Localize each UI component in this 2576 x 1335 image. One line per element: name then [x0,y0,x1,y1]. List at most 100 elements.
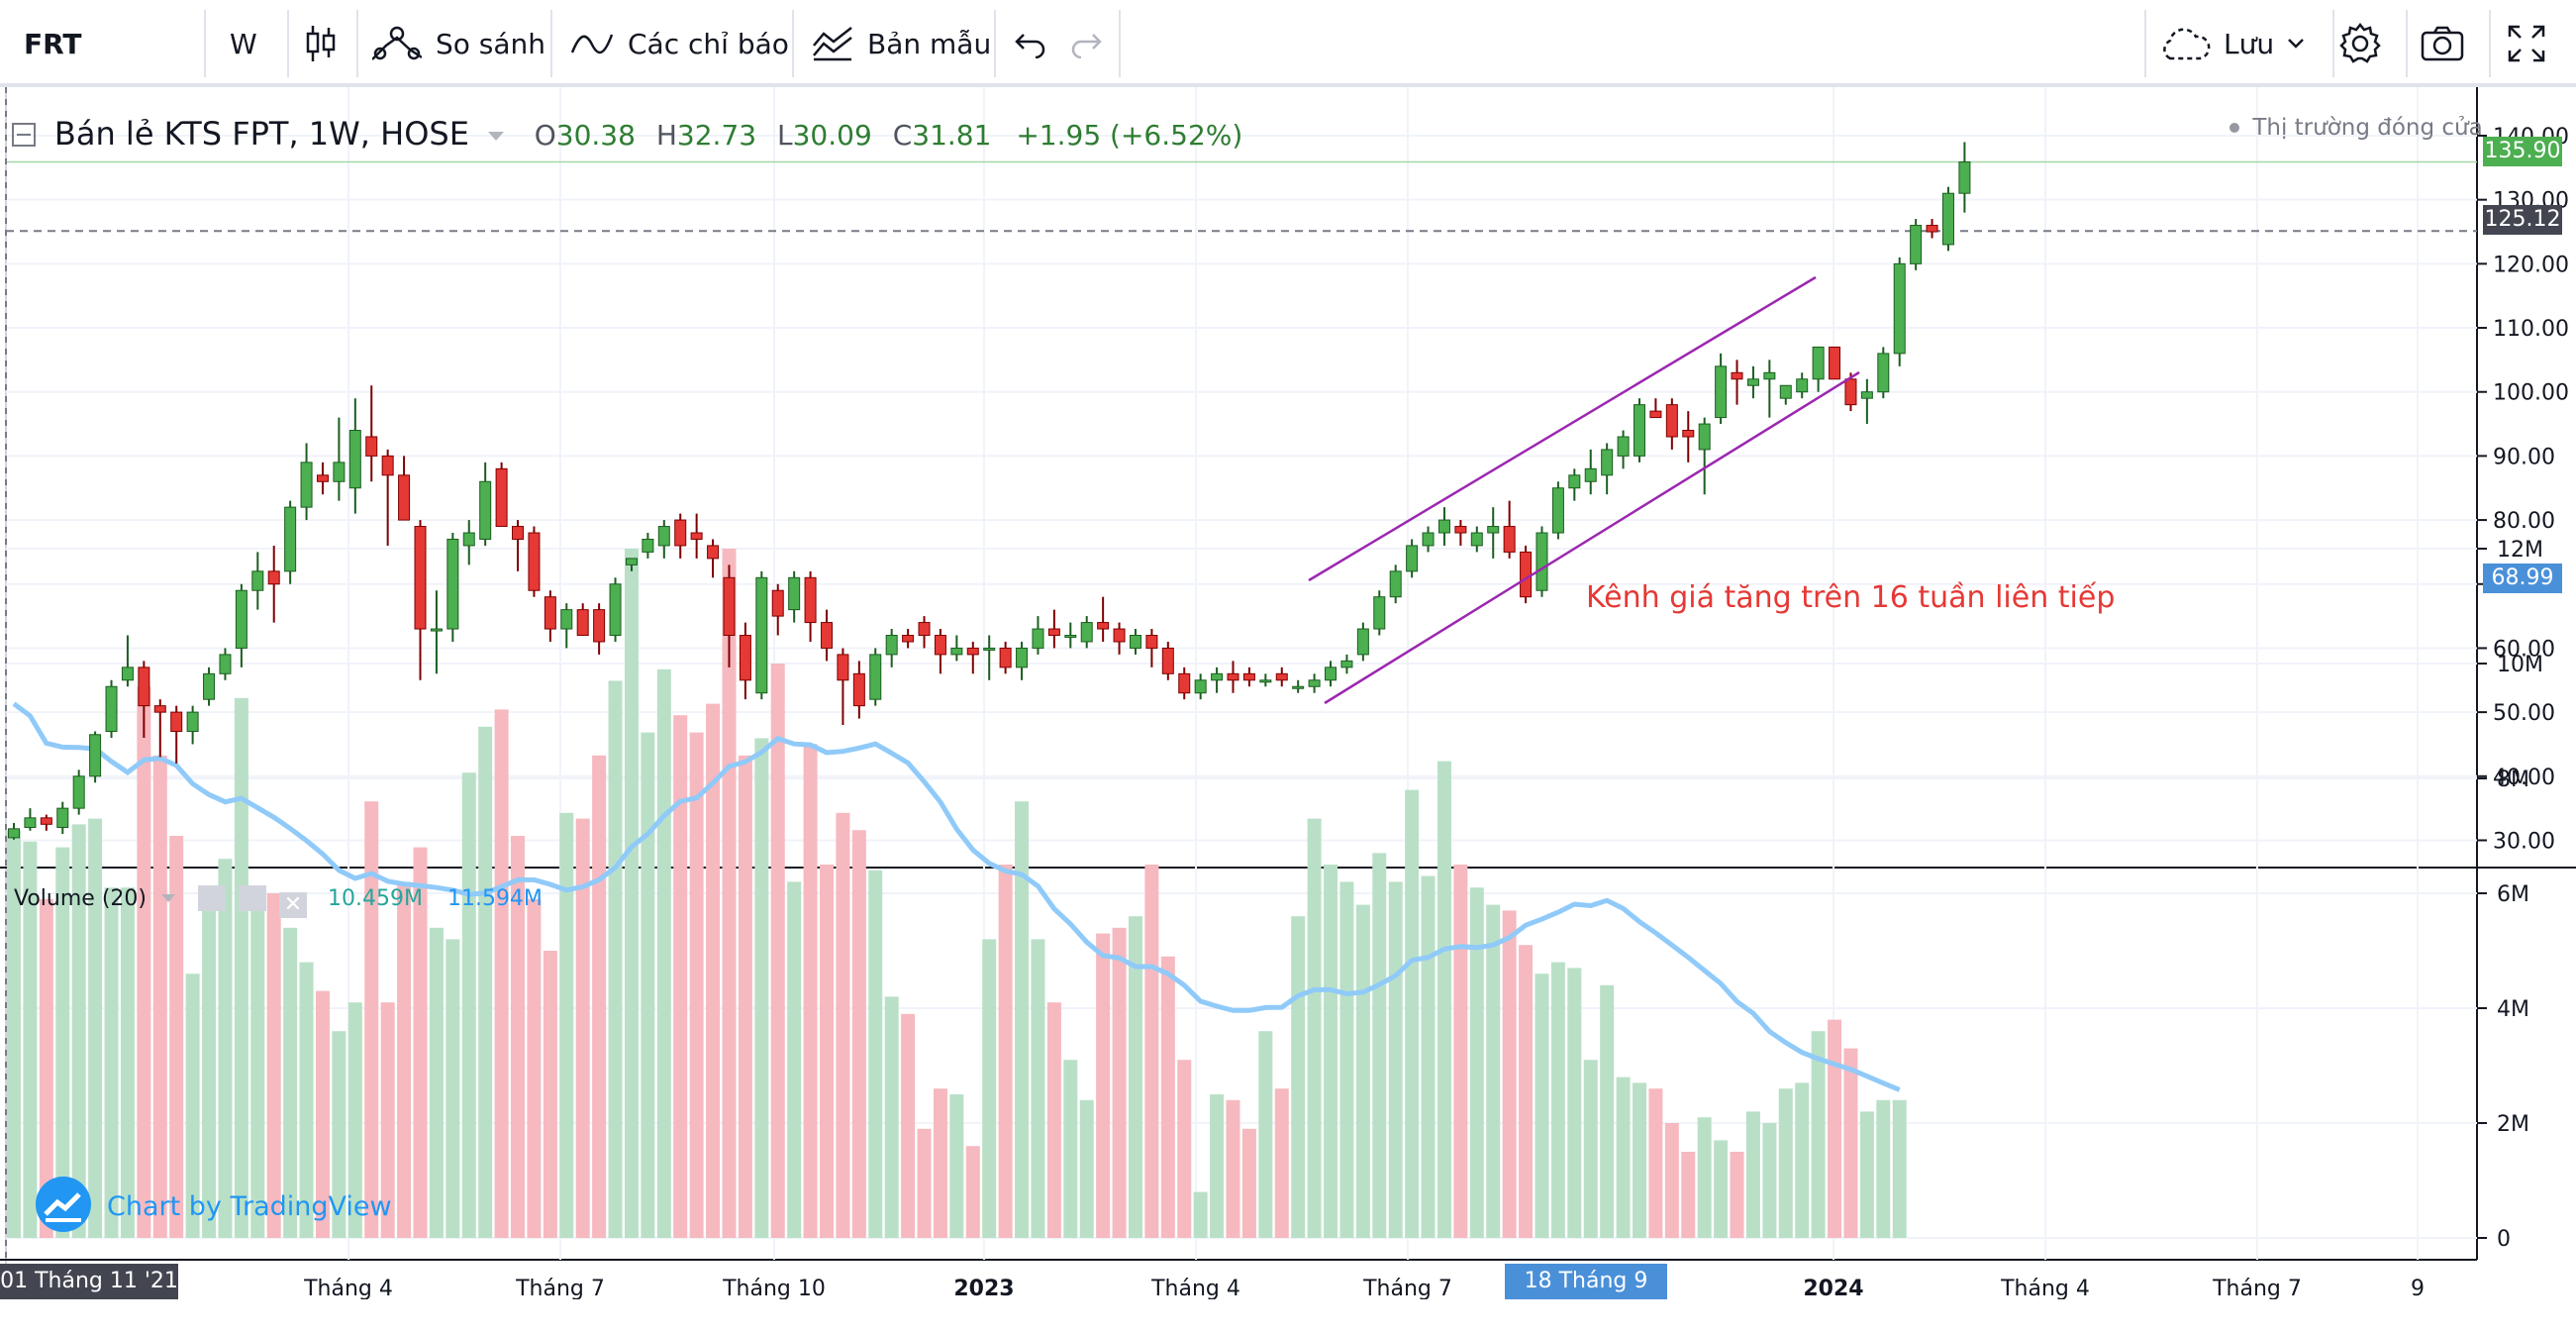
chart-style-button[interactable] [303,0,339,87]
top-toolbar: FRT W So sánh Các chỉ báo Bản mẫu [0,0,2576,87]
fullscreen-button[interactable] [2507,0,2546,87]
candle-body [1470,532,1483,547]
chart-canvas[interactable]: 30.0040.0050.0060.0070.0080.0090.00100.0… [0,87,2576,1299]
screenshot-button[interactable] [2420,0,2465,87]
volume-bar [608,680,623,1238]
time-start-tag: 01 Tháng 11 '21 [0,1264,178,1299]
volume-bar [1633,1082,1646,1238]
symbol-title[interactable]: Bán lẻ KTS FPT, 1W, HOSE [53,115,469,153]
indicators-button[interactable]: Các chỉ báo [570,0,789,87]
volume-bar [1778,1088,1793,1238]
candle-body [430,628,443,632]
price-legend: Bán lẻ KTS FPT, 1W, HOSE O30.38 H32.73 L… [12,115,1242,153]
candle-body [1032,628,1044,649]
cloud-icon [2158,27,2212,60]
candle-body [1958,161,1971,194]
collapse-icon[interactable] [12,123,36,147]
candle-body [365,436,378,457]
volume-bar [1372,853,1387,1238]
candle-body [788,576,801,611]
volume-ma-value: 11.594M [446,886,543,911]
candle-body [755,576,768,694]
candle-body [1893,262,1906,355]
candle-body [1860,391,1873,399]
volume-bar [559,812,574,1238]
volume-bar [1550,962,1565,1238]
templates-button[interactable]: Bản mẫu [812,0,991,87]
open-value: 30.38 [555,119,636,152]
candle-body [657,526,670,547]
chevron-down-icon[interactable] [160,894,175,902]
compare-button[interactable]: So sánh [372,0,545,87]
volume-bar [543,951,557,1238]
volume-bar [998,865,1013,1238]
candle-body [1796,378,1809,393]
close-icon[interactable]: ✕ [278,892,307,918]
volume-bar [397,881,412,1238]
volume-bar [1535,974,1549,1238]
volume-bar [1324,865,1338,1238]
candle-body [1129,635,1141,649]
volume-bar [429,927,444,1238]
compare-icon [372,24,422,63]
price-tick-label: 100.00 [2493,381,2569,406]
candle-body [625,558,638,565]
symbol-search[interactable]: FRT [24,0,82,87]
candle-body [1097,622,1110,630]
indicators-icon [570,29,614,58]
volume-value: 10.459M [327,886,423,911]
candle-body [852,672,865,707]
tradingview-watermark[interactable]: Chart by TradingView [34,1175,392,1238]
toolbar-divider [287,10,289,77]
indicators-label: Các chỉ báo [628,27,789,60]
candle-body [1113,628,1126,643]
volume-bar [1226,1099,1240,1238]
candle-body [495,467,508,528]
save-button[interactable]: Lưu [2158,0,2306,87]
candle-body [300,462,313,508]
volume-bar [1648,1088,1663,1238]
eye-icon[interactable] [197,885,226,911]
candle-body [121,667,134,681]
volume-bar [965,1146,980,1238]
settings-button[interactable] [2338,0,2382,87]
chevron-down-icon[interactable] [487,132,504,141]
templates-label: Bản mẫu [867,27,992,60]
interval-button[interactable]: W [230,0,257,87]
gear-icon[interactable] [238,885,266,911]
candle-body [544,596,556,630]
candle-body [1356,628,1369,656]
volume-bar [1079,1099,1094,1238]
watermark-label: Chart by TradingView [107,1190,392,1222]
volume-title[interactable]: Volume (20) [14,886,147,911]
volume-bar [738,755,752,1238]
volume-bar [982,939,997,1238]
volume-bar [1714,1140,1729,1238]
channel-annotation: Kênh giá tăng trên 16 tuần liên tiếp [1586,580,2116,615]
time-tick-label: 2024 [1803,1277,1863,1299]
volume-bar [1291,916,1306,1238]
tradingview-logo-icon [34,1175,93,1238]
toolbar-divider [204,10,206,77]
candle-body [1665,404,1678,438]
volume-bar [656,668,671,1238]
volume-bar [71,824,86,1238]
volume-bar [23,841,38,1238]
volume-tick-label: 10M [2497,653,2543,677]
candle-body [56,807,69,829]
candle-body [316,474,329,482]
volume-tick-label: 0 [2497,1227,2511,1252]
volume-bar [949,1094,964,1238]
volume-bar [1421,875,1436,1238]
low-value: 30.09 [792,119,872,152]
time-tick-label: 9 [2411,1277,2425,1299]
candle-body [72,775,85,809]
candles [8,142,1971,840]
redo-button[interactable] [1069,0,1103,87]
volume-bar [266,893,281,1238]
volume-bar [1828,1019,1842,1238]
volume-bar [689,732,704,1238]
price-tick-label: 40.00 [2493,766,2555,790]
volume-bar [1160,956,1175,1238]
undo-button[interactable] [1014,0,1047,87]
